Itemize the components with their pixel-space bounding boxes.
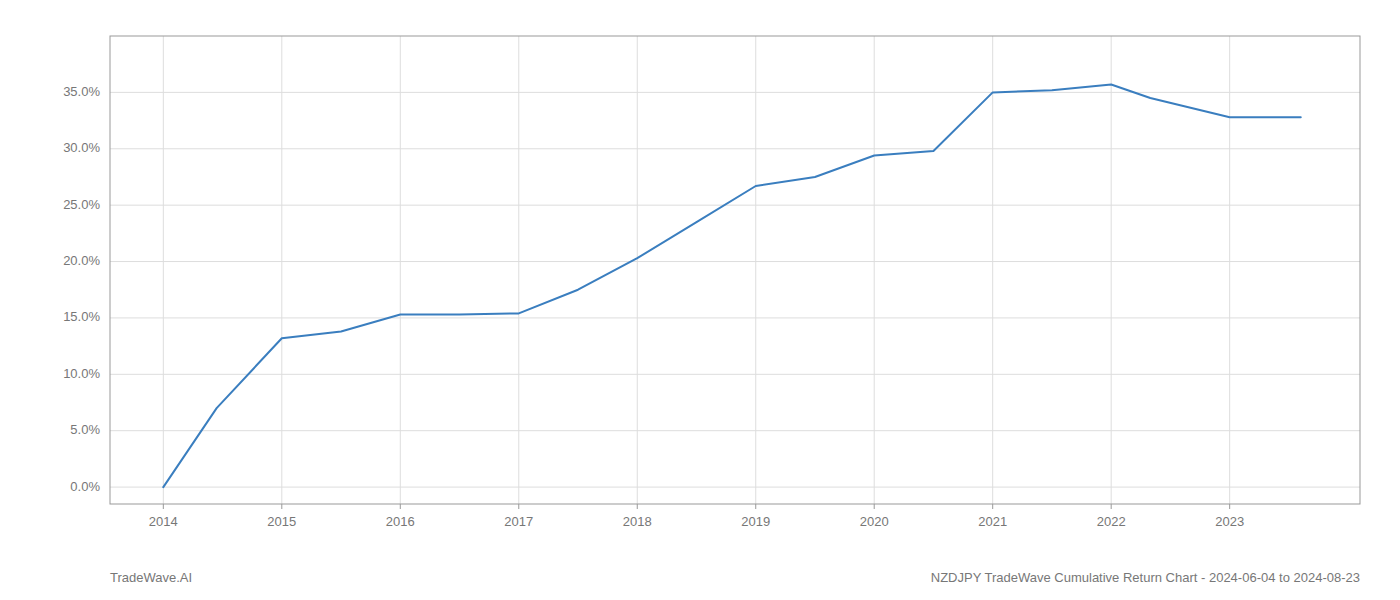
texts: TradeWave.AI NZDJPY TradeWave Cumulative … xyxy=(110,570,1360,585)
x-tick-label: 2023 xyxy=(1215,514,1244,529)
y-grid-line xyxy=(110,92,1360,93)
y-tick-label: 15.0% xyxy=(63,309,100,324)
x-grid-line xyxy=(1229,36,1230,504)
grid xyxy=(110,36,1360,504)
x-grid-line xyxy=(874,36,875,504)
x-tick-mark xyxy=(755,504,756,509)
line xyxy=(163,84,1300,487)
chart-svg: 0.0% 5.0% 10.0% 15.0% 20.0% 25.0% 30.0% 35.0% 20… xyxy=(0,0,1400,600)
x-grid-line xyxy=(637,36,638,504)
y-tick-label: 10.0% xyxy=(63,366,100,381)
x-grid-line xyxy=(755,36,756,504)
title: NZDJPY TradeWave Cumulative Return Chart… xyxy=(931,570,1360,585)
y-grid-line xyxy=(110,261,1360,262)
y-grid-line xyxy=(110,148,1360,149)
axes: 0.0% 5.0% 10.0% 15.0% 20.0% 25.0% 30.0% 35.0% 20… xyxy=(63,36,1360,529)
x-tick-label: 2014 xyxy=(149,514,178,529)
x-tick-label: 2019 xyxy=(741,514,770,529)
x-tick-mark xyxy=(1229,504,1230,509)
x-tick-label: 2016 xyxy=(386,514,415,529)
y-grid-line xyxy=(110,430,1360,431)
x-tick-label: 2015 xyxy=(267,514,296,529)
x-grid-line xyxy=(281,36,282,504)
y-tick-label: 25.0% xyxy=(63,197,100,212)
x-tick-mark xyxy=(518,504,519,509)
data-layer xyxy=(163,84,1300,487)
chart-container: 0.0% 5.0% 10.0% 15.0% 20.0% 25.0% 30.0% 35.0% 20… xyxy=(0,0,1400,600)
x-tick-label: 2020 xyxy=(860,514,889,529)
y-tick-label: 0.0% xyxy=(70,479,100,494)
y-tick-label: 20.0% xyxy=(63,253,100,268)
background xyxy=(0,0,1400,600)
y-tick-label: 5.0% xyxy=(70,422,100,437)
x-tick-mark xyxy=(992,504,993,509)
y-grid-line xyxy=(110,487,1360,488)
y-tick-label: 30.0% xyxy=(63,140,100,155)
x-grid-line xyxy=(163,36,164,504)
x-grid-line xyxy=(992,36,993,504)
y-grid-line xyxy=(110,317,1360,318)
plot-frame xyxy=(110,36,1360,504)
x-tick-mark xyxy=(637,504,638,509)
x-tick-mark xyxy=(281,504,282,509)
y-grid-line xyxy=(110,374,1360,375)
x-tick-mark xyxy=(400,504,401,509)
x-tick-mark xyxy=(874,504,875,509)
x-grid-line xyxy=(518,36,519,504)
x-tick-label: 2017 xyxy=(504,514,533,529)
x-tick-mark xyxy=(163,504,164,509)
x-tick-label: 2018 xyxy=(623,514,652,529)
x-grid-line xyxy=(1111,36,1112,504)
x-tick-label: 2022 xyxy=(1097,514,1126,529)
footer-left: TradeWave.AI xyxy=(110,570,192,585)
x-grid-line xyxy=(400,36,401,504)
x-tick-mark xyxy=(1111,504,1112,509)
y-grid-line xyxy=(110,205,1360,206)
x-tick-label: 2021 xyxy=(978,514,1007,529)
y-tick-label: 35.0% xyxy=(63,84,100,99)
